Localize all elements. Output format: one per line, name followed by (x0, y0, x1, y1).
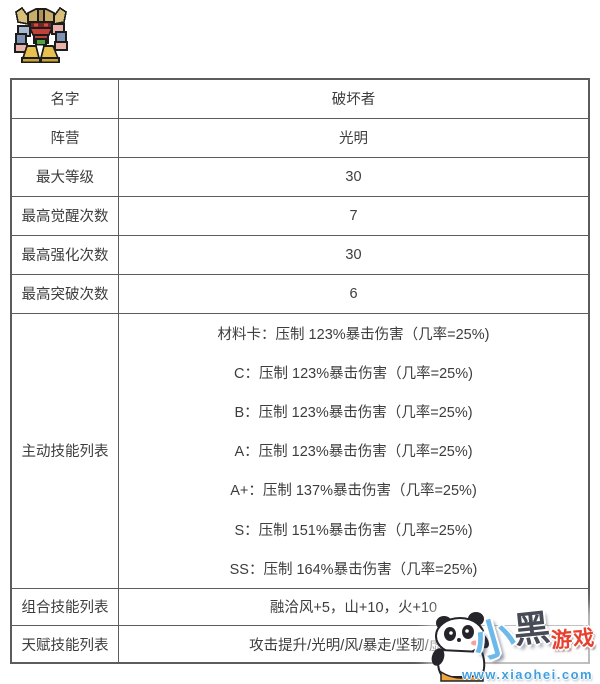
row-value-max-breakthrough: 6 (118, 273, 590, 314)
table-row-name: 名字 破坏者 (10, 78, 590, 119)
row-label-max-awaken: 最高觉醒次数 (10, 195, 119, 236)
pixel-character-svg (14, 6, 68, 64)
row-label-active-skills: 主动技能列表 (10, 312, 119, 589)
watermark-text-youxi: 游戏 (550, 626, 596, 653)
watermark-text-hei: 黑 (511, 606, 552, 651)
row-label-max-breakthrough: 最高突破次数 (10, 273, 119, 314)
skill-line: B：压制 123%暴击伤害（几率=25%) (234, 404, 473, 421)
watermark-text-xiao: 小 (466, 611, 521, 668)
skill-line: A+：压制 137%暴击伤害（几率=25%) (230, 483, 477, 500)
row-value-name: 破坏者 (118, 78, 590, 119)
skill-line: A：压制 123%暴击伤害（几率=25%) (234, 444, 473, 461)
row-label-max-enhance: 最高强化次数 (10, 234, 119, 275)
table-row-max-breakthrough: 最高突破次数 6 (10, 273, 590, 314)
row-value-max-awaken: 7 (118, 195, 590, 236)
watermark: 小黑游戏 www.xiaohei.com (420, 596, 600, 684)
character-sprite-icon (12, 4, 70, 68)
row-label-talent-skills: 天赋技能列表 (10, 624, 119, 664)
table-row-faction: 阵营 光明 (10, 117, 590, 158)
row-value-max-enhance: 30 (118, 234, 590, 275)
row-value-faction: 光明 (118, 117, 590, 158)
skill-line: SS：压制 164%暴击伤害（几率=25%) (229, 561, 478, 578)
row-label-combo-skills: 组合技能列表 (10, 587, 119, 626)
table-row-max-level: 最大等级 30 (10, 156, 590, 197)
table-row-max-awaken: 最高觉醒次数 7 (10, 195, 590, 236)
row-value-max-level: 30 (118, 156, 590, 197)
skill-line: 材料卡：压制 123%暴击伤害（几率=25%) (217, 326, 490, 343)
skill-line: S：压制 151%暴击伤害（几率=25%) (234, 522, 473, 539)
panda-logo-icon (431, 612, 489, 682)
watermark-url: www.xiaohei.com (462, 667, 594, 682)
row-label-name: 名字 (10, 78, 119, 119)
character-info-table: 名字 破坏者 阵营 光明 最大等级 30 最高觉醒次数 7 最高强化次数 30 … (10, 78, 590, 665)
table-row-active-skills: 主动技能列表 材料卡：压制 123%暴击伤害（几率=25%) C：压制 123%… (10, 312, 590, 589)
row-label-faction: 阵营 (10, 117, 119, 158)
row-label-max-level: 最大等级 (10, 156, 119, 197)
table-row-max-enhance: 最高强化次数 30 (10, 234, 590, 275)
skill-line: C：压制 123%暴击伤害（几率=25%) (234, 365, 473, 382)
row-value-active-skills: 材料卡：压制 123%暴击伤害（几率=25%) C：压制 123%暴击伤害（几率… (118, 312, 590, 589)
